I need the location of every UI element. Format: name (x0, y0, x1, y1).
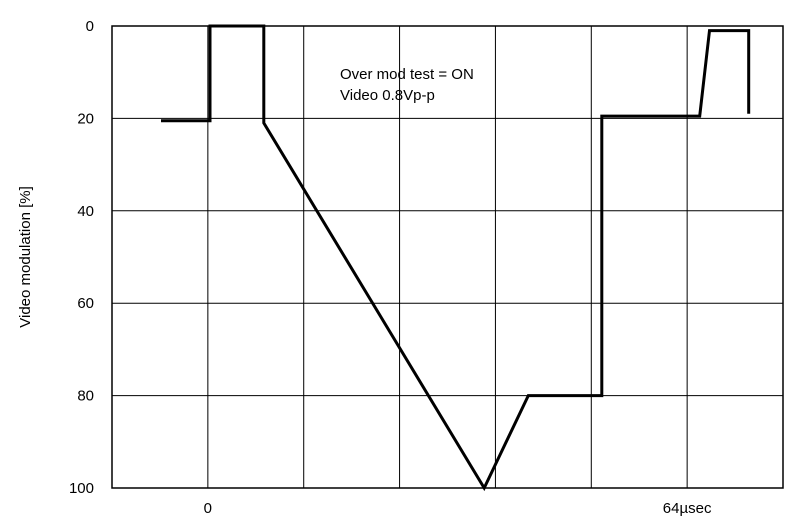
y-tick-label-20: 20 (77, 110, 94, 127)
y-tick-label-100: 100 (69, 480, 94, 497)
series-group (161, 24, 751, 492)
x-tick-labels: 0 64µsec (204, 500, 712, 517)
x-tick-label-0: 0 (204, 500, 212, 517)
y-tick-labels: 0 20 40 60 80 100 (69, 18, 94, 497)
y-tick-label-40: 40 (77, 203, 94, 220)
annotation-video-level: Video 0.8Vp-p (340, 87, 435, 104)
annotation-over-mod-test: Over mod test = ON (340, 66, 474, 83)
grid (112, 26, 783, 488)
y-axis-title: Video modulation [%] (17, 186, 34, 327)
y-tick-label-80: 80 (77, 388, 94, 405)
plot-frame (111, 25, 784, 489)
y-tick-label-60: 60 (77, 295, 94, 312)
x-tick-label-1: 64µsec (663, 500, 712, 517)
series-line-0 (161, 24, 751, 492)
y-tick-label-0: 0 (86, 18, 94, 35)
